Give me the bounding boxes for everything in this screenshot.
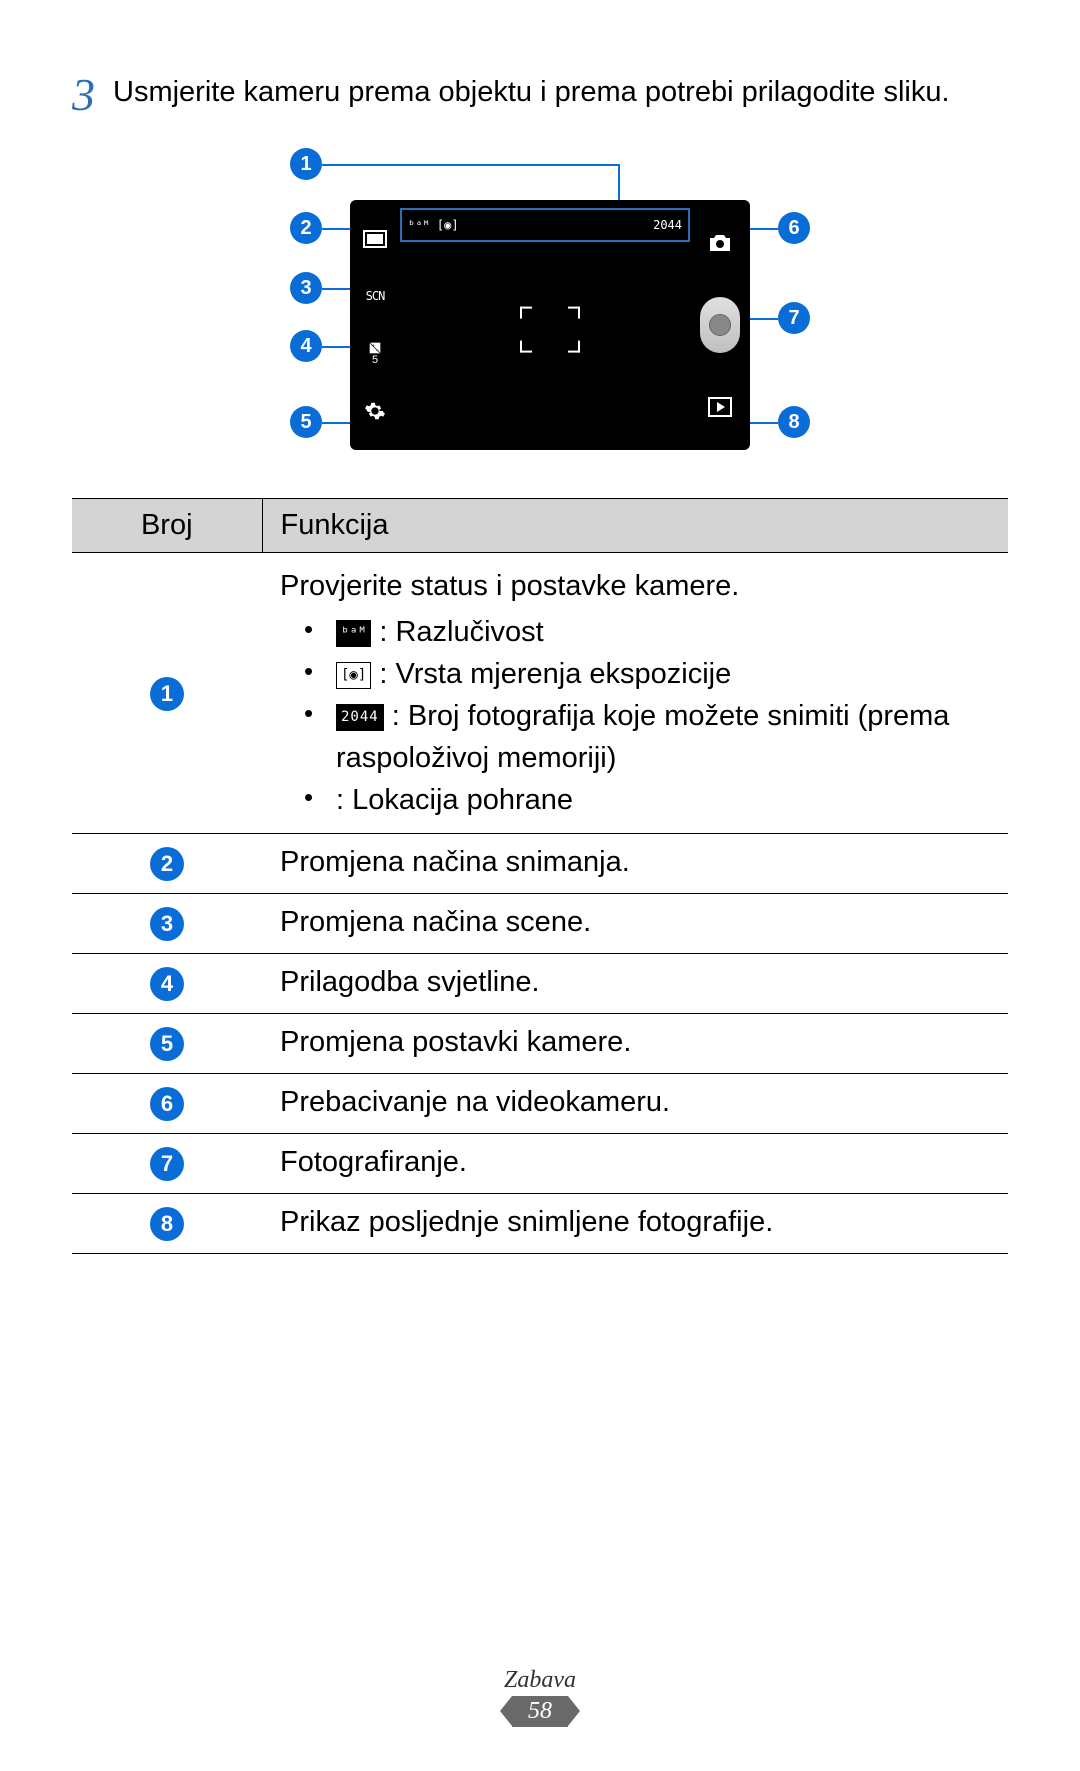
callout-2: 2 bbox=[290, 212, 322, 244]
exposure-icon: +− 5 bbox=[361, 342, 389, 366]
row-text: Prikaz posljednje snimljene fotografije. bbox=[262, 1194, 1008, 1254]
row-intro: Provjerite status i postavke kamere. bbox=[280, 565, 990, 607]
table-row: 7 Fotografiranje. bbox=[72, 1134, 1008, 1194]
table-header-func: Funkcija bbox=[262, 499, 1008, 553]
table-row: 3 Promjena načina scene. bbox=[72, 894, 1008, 954]
table-row: 8 Prikaz posljednje snimljene fotografije… bbox=[72, 1194, 1008, 1254]
step-text: Usmjerite kameru prema objektu i prema p… bbox=[113, 68, 950, 113]
callout-4: 4 bbox=[290, 330, 322, 362]
callout-6: 6 bbox=[778, 212, 810, 244]
status-right: 2044 bbox=[653, 218, 682, 232]
camera-mode-icon bbox=[706, 231, 734, 255]
step-number: 3 bbox=[72, 68, 95, 118]
svg-text:+: + bbox=[372, 343, 375, 349]
bullet-item: ᵇᵃᴹ : Razlučivost bbox=[280, 611, 990, 653]
row-badge: 8 bbox=[150, 1207, 184, 1241]
lead-line bbox=[322, 164, 620, 166]
shooting-mode-icon bbox=[361, 227, 389, 251]
function-table: Broj Funkcija 1 Provjerite status i post… bbox=[72, 498, 1008, 1254]
metering-icon: [◉] bbox=[336, 662, 371, 688]
counter-icon: 2044 bbox=[336, 704, 384, 730]
status-left: ᵇᵃᴹ [◉] bbox=[408, 218, 459, 232]
table-row: 6 Prebacivanje na videokameru. bbox=[72, 1074, 1008, 1134]
resolution-icon: ᵇᵃᴹ bbox=[336, 620, 371, 646]
callout-8: 8 bbox=[778, 406, 810, 438]
focus-brackets bbox=[520, 307, 580, 353]
table-row: 4 Prilagodba svjetline. bbox=[72, 954, 1008, 1014]
table-header-num: Broj bbox=[72, 499, 262, 553]
table-row: 1 Provjerite status i postavke kamere. ᵇ… bbox=[72, 553, 1008, 834]
row-badge: 2 bbox=[150, 847, 184, 881]
callout-1: 1 bbox=[290, 148, 322, 180]
row-badge: 3 bbox=[150, 907, 184, 941]
row-text: Promjena postavki kamere. bbox=[262, 1014, 1008, 1074]
bullet-item: [◉] : Vrsta mjerenja ekspozicije bbox=[280, 653, 990, 695]
camera-screen: ᵇᵃᴹ [◉] 2044 SCN +− 5 bbox=[350, 200, 750, 450]
callout-5: 5 bbox=[290, 406, 322, 438]
ev-value: 5 bbox=[372, 354, 378, 366]
step-row: 3 Usmjerite kameru prema objektu i prema… bbox=[72, 68, 1008, 118]
table-row: 2 Promjena načina snimanja. bbox=[72, 834, 1008, 894]
row-badge: 1 bbox=[150, 677, 184, 711]
row-badge: 6 bbox=[150, 1087, 184, 1121]
bullet-item: : Lokacija pohrane bbox=[280, 779, 990, 821]
footer-section: Zabava bbox=[0, 1667, 1080, 1694]
play-icon bbox=[706, 395, 734, 419]
row-text: Promjena načina scene. bbox=[262, 894, 1008, 954]
page-footer: Zabava 58 bbox=[0, 1667, 1080, 1727]
callout-7: 7 bbox=[778, 302, 810, 334]
row-text: Fotografiranje. bbox=[262, 1134, 1008, 1194]
scene-icon: SCN bbox=[361, 284, 389, 308]
row-badge: 7 bbox=[150, 1147, 184, 1181]
page-number: 58 bbox=[512, 1696, 568, 1727]
row-badge: 4 bbox=[150, 967, 184, 1001]
row-badge: 5 bbox=[150, 1027, 184, 1061]
shutter-button bbox=[700, 297, 740, 353]
camera-status-bar: ᵇᵃᴹ [◉] 2044 bbox=[400, 208, 690, 242]
row-text: Prebacivanje na videokameru. bbox=[262, 1074, 1008, 1134]
table-row: 5 Promjena postavki kamere. bbox=[72, 1014, 1008, 1074]
callout-3: 3 bbox=[290, 272, 322, 304]
camera-diagram: 1 2 3 4 5 6 7 8 ᵇᵃᴹ [◉] 2044 bbox=[72, 148, 1008, 468]
bullet-item: 2044 : Broj fotografija koje možete snim… bbox=[280, 695, 990, 779]
row-text: Prilagodba svjetline. bbox=[262, 954, 1008, 1014]
row-text: Promjena načina snimanja. bbox=[262, 834, 1008, 894]
gear-icon bbox=[361, 399, 389, 423]
